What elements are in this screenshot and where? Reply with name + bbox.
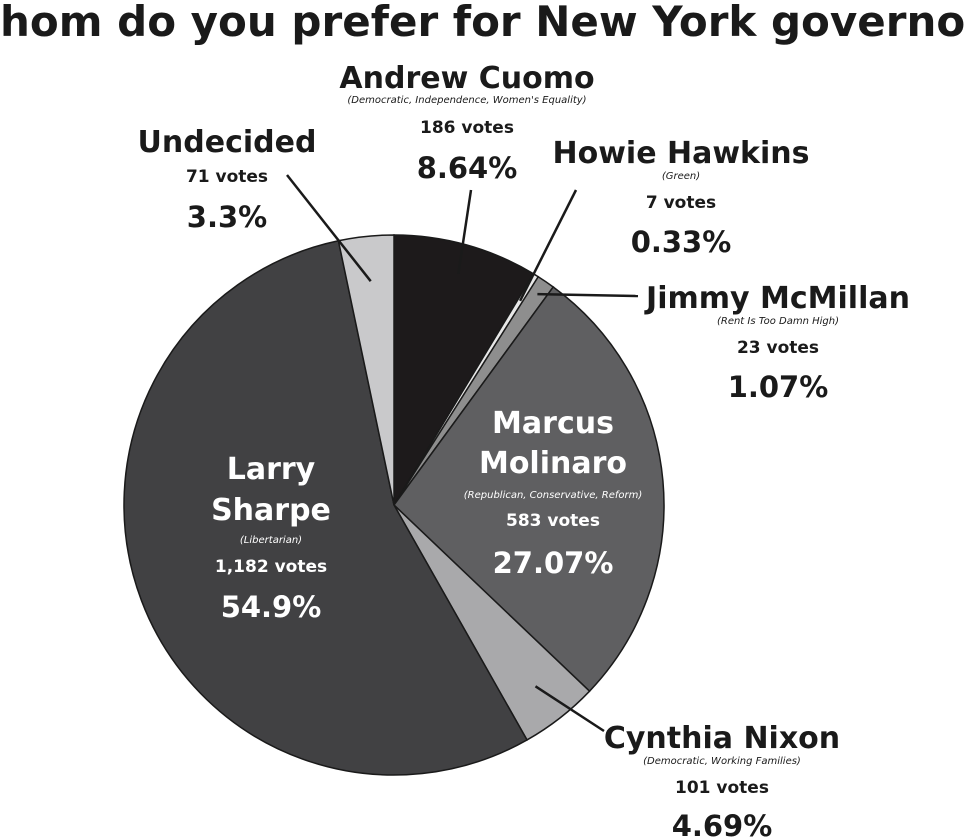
slice-label-percent: 54.9% <box>221 590 322 624</box>
slice-label-name-line2: Molinaro <box>479 446 627 481</box>
label-cynthia-nixon: Cynthia Nixon (Democratic, Working Famil… <box>604 721 840 840</box>
pie-slices <box>123 234 665 776</box>
slice-label-votes: 186 votes <box>420 118 514 138</box>
slice-label-votes: 71 votes <box>186 167 268 187</box>
slice-label-votes: 23 votes <box>737 338 819 358</box>
slice-label-votes: 7 votes <box>646 193 716 213</box>
slice-label-percent: 27.07% <box>493 546 614 580</box>
slice-label-name-line1: Marcus <box>492 406 614 441</box>
leader-line-undecided <box>286 174 372 282</box>
slice-label-party: (Libertarian) <box>240 535 302 546</box>
slice-label-votes: 101 votes <box>675 778 769 798</box>
leader-line-howie-hawkins <box>518 189 578 302</box>
slice-label-party: (Rent Is Too Damn High) <box>717 316 839 327</box>
slice-label-party: (Green) <box>662 171 700 182</box>
slice-label-party: (Republican, Conservative, Reform) <box>464 490 643 501</box>
slice-label-percent: 1.07% <box>728 370 829 404</box>
slice-label-name: Andrew Cuomo <box>339 61 594 96</box>
pie-slice-andrew-cuomo <box>393 234 535 508</box>
slice-label-party: (Democratic, Independence, Women's Equal… <box>347 95 586 106</box>
leader-line-cynthia-nixon <box>534 685 605 733</box>
label-andrew-cuomo: Andrew Cuomo (Democratic, Independence, … <box>339 61 594 185</box>
slice-label-name: Howie Hawkins <box>552 136 809 171</box>
label-howie-hawkins: Howie Hawkins (Green) 7 votes 0.33% <box>552 136 809 259</box>
label-undecided: Undecided 71 votes 3.3% <box>138 125 317 234</box>
slice-label-name: Undecided <box>138 125 317 160</box>
leader-lines <box>286 174 639 733</box>
slice-label-name: Cynthia Nixon <box>604 721 840 756</box>
slice-label-percent: 3.3% <box>187 200 267 234</box>
slice-label-name-line2: Sharpe <box>211 493 331 528</box>
label-marcus-molinaro: Marcus Molinaro (Republican, Conservativ… <box>464 406 643 580</box>
slice-label-party: (Democratic, Working Families) <box>643 756 801 767</box>
slice-label-percent: 8.64% <box>417 151 518 185</box>
slice-label-percent: 4.69% <box>672 809 773 840</box>
slice-label-votes: 1,182 votes <box>215 557 327 577</box>
chart-title: Whom do you prefer for New York governor… <box>0 0 964 46</box>
leader-line-jimmy-mcmillan <box>537 292 639 298</box>
label-larry-sharpe: Larry Sharpe (Libertarian) 1,182 votes 5… <box>211 452 331 624</box>
slice-label-votes: 583 votes <box>506 511 600 531</box>
pie-slice-larry-sharpe <box>123 239 529 776</box>
pie-slice-marcus-molinaro <box>393 285 665 693</box>
label-jimmy-mcmillan: Jimmy McMillan (Rent Is Too Damn High) 2… <box>644 281 910 404</box>
slice-label-percent: 0.33% <box>631 225 732 259</box>
leader-line-andrew-cuomo <box>457 189 473 274</box>
slice-label-name-line1: Larry <box>227 452 316 487</box>
slice-label-name: Jimmy McMillan <box>644 281 910 316</box>
